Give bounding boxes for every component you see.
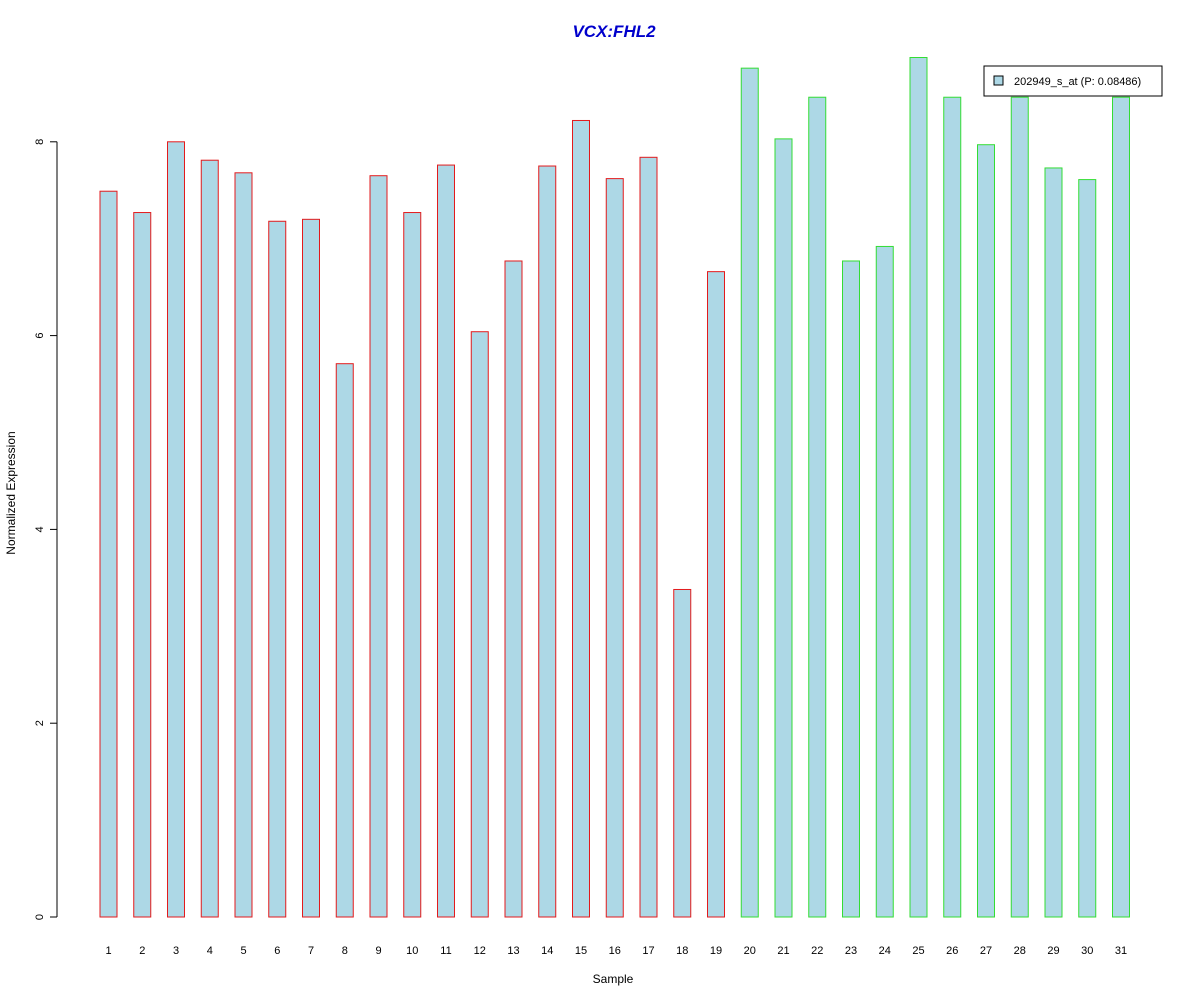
bar-sample-25 (909, 57, 928, 918)
x-tick-label: 28 (1014, 945, 1026, 957)
bar-sample-24 (875, 245, 894, 918)
x-tick-label: 12 (474, 945, 486, 957)
x-tick-label: 15 (575, 945, 587, 957)
x-tick-label: 7 (308, 945, 314, 957)
x-axis-tick-labels: 1 2 3 4 5 6 7 8 9 10 11 12 13 14 15 16 17 18 19 20 21 22 23 24 2… (105, 945, 1127, 957)
bar-sample-16 (605, 178, 624, 918)
chart-title: VCX:FHL2 (572, 22, 656, 41)
bar-sample-28 (1010, 96, 1029, 918)
bar-sample-10 (403, 212, 422, 918)
bar-sample-8 (335, 363, 354, 918)
bar-sample-12 (470, 331, 489, 918)
x-tick-label: 24 (879, 945, 891, 957)
x-tick-label: 25 (912, 945, 924, 957)
y-tick-label: 2 (34, 720, 46, 726)
bar-sample-31 (1112, 96, 1130, 918)
y-axis: 0 2 4 6 8 (34, 139, 58, 920)
bar-sample-9 (369, 175, 388, 918)
x-tick-label: 21 (777, 945, 789, 957)
y-tick-label: 8 (34, 139, 46, 145)
bar-sample-14 (538, 165, 557, 918)
legend-box (983, 65, 1163, 97)
legend-swatch (993, 75, 1004, 86)
y-tick-label: 4 (34, 526, 46, 532)
x-tick-label: 23 (845, 945, 857, 957)
y-axis-label: Normalized Expression (4, 431, 18, 554)
y-tick-label: 0 (34, 914, 46, 920)
bar-sample-1 (99, 190, 118, 918)
x-tick-label: 16 (609, 945, 621, 957)
x-tick-label: 19 (710, 945, 722, 957)
x-tick-label: 2 (139, 945, 145, 957)
bar-sample-5 (234, 172, 253, 918)
x-tick-label: 13 (507, 945, 519, 957)
bar-sample-23 (842, 260, 860, 918)
x-tick-label: 26 (946, 945, 958, 957)
x-tick-label: 30 (1081, 945, 1093, 957)
x-tick-label: 3 (173, 945, 179, 957)
y-tick-label: 6 (34, 333, 46, 339)
bar-sample-3 (167, 141, 185, 918)
x-tick-label: 4 (207, 945, 213, 957)
bar-sample-30 (1078, 179, 1097, 918)
bar-sample-6 (268, 220, 287, 918)
bar-sample-26 (943, 96, 962, 918)
bar-sample-17 (639, 156, 658, 918)
x-tick-label: 10 (406, 945, 418, 957)
bar-sample-19 (707, 271, 725, 918)
x-tick-label: 20 (744, 945, 756, 957)
x-tick-label: 18 (676, 945, 688, 957)
x-tick-label: 8 (342, 945, 348, 957)
bar-sample-22 (808, 96, 827, 918)
bar-sample-18 (673, 588, 692, 918)
x-tick-label: 11 (440, 945, 451, 957)
x-axis-label: Sample (593, 972, 634, 986)
bar-sample-27 (977, 144, 995, 918)
bars-group (99, 57, 1130, 918)
x-tick-label: 1 (105, 945, 111, 957)
bar-sample-11 (437, 164, 455, 918)
bar-sample-15 (572, 119, 590, 918)
legend: 202949_s_at (P: 0.08486) (983, 65, 1163, 97)
legend-entry-label: 202949_s_at (P: 0.08486) (1014, 76, 1141, 88)
x-tick-label: 6 (274, 945, 280, 957)
bar-sample-4 (200, 159, 219, 918)
bar-sample-29 (1044, 167, 1063, 918)
bar-sample-13 (504, 260, 523, 918)
x-tick-label: 9 (375, 945, 381, 957)
bar-sample-7 (302, 218, 320, 918)
x-tick-label: 17 (642, 945, 654, 957)
x-tick-label: 5 (240, 945, 246, 957)
x-tick-label: 27 (980, 945, 992, 957)
bar-sample-2 (133, 212, 152, 918)
bar-sample-20 (740, 67, 759, 918)
x-tick-label: 29 (1047, 945, 1059, 957)
x-tick-label: 22 (811, 945, 823, 957)
x-tick-label: 14 (541, 945, 553, 957)
bar-sample-21 (774, 138, 793, 918)
x-tick-label: 31 (1115, 945, 1127, 957)
